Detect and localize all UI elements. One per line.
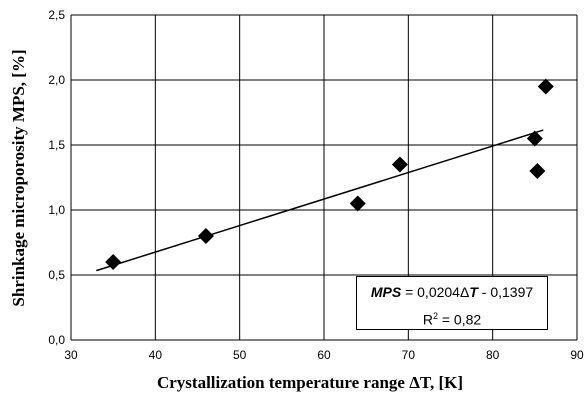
y-tick-label: 2,5 [48,8,65,22]
x-tick-label: 60 [317,348,331,362]
regression-equation-box: MPS = 0,0204ΔT - 0,1397 R2 = 0,82 [356,276,548,330]
data-point [529,163,546,179]
data-point [105,254,122,270]
grid-lines [70,14,578,341]
data-point [391,156,408,173]
x-tick-label: 30 [64,348,78,362]
x-axis-label: Crystallization temperature range ΔT, [K… [157,373,463,392]
tick-labels: 30 40 50 60 70 80 90 0,0 0,5 1,0 1,5 2,0 2,5 [48,8,584,362]
data-point [526,130,543,147]
x-tick-label: 80 [486,348,500,362]
data-points [105,78,554,270]
data-point [349,195,366,212]
y-axis-label: Shrinkage microporosity MPS, [%] [9,49,28,306]
regression-equation: MPS = 0,0204ΔT - 0,1397 [370,284,534,300]
y-tick-label: 1,5 [48,138,65,152]
x-tick-label: 40 [149,348,163,362]
y-tick-label: 1,0 [48,203,65,217]
y-tick-label: 0,5 [48,268,65,282]
r-squared: R2 = 0,82 [422,311,482,328]
y-tick-label: 0,0 [48,333,65,347]
y-tick-label: 2,0 [48,73,65,87]
x-tick-label: 50 [233,348,247,362]
x-tick-label: 90 [570,348,584,362]
data-point [197,228,214,244]
trendline [96,129,544,272]
x-tick-label: 70 [402,348,416,362]
data-point [537,78,554,95]
